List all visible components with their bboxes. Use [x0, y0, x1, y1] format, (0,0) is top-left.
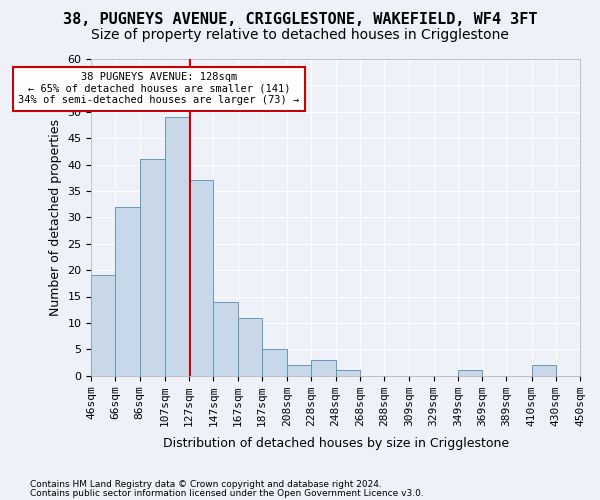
- Bar: [91, 276, 115, 376]
- Text: Contains HM Land Registry data © Crown copyright and database right 2024.: Contains HM Land Registry data © Crown c…: [30, 480, 382, 489]
- Bar: [189, 180, 214, 376]
- Bar: [140, 160, 165, 376]
- Text: Contains public sector information licensed under the Open Government Licence v3: Contains public sector information licen…: [30, 488, 424, 498]
- Bar: [311, 360, 335, 376]
- Bar: [458, 370, 482, 376]
- Bar: [532, 365, 556, 376]
- Text: 38 PUGNEYS AVENUE: 128sqm
← 65% of detached houses are smaller (141)
34% of semi: 38 PUGNEYS AVENUE: 128sqm ← 65% of detac…: [19, 72, 299, 106]
- Bar: [165, 117, 189, 376]
- Bar: [115, 207, 140, 376]
- Text: 38, PUGNEYS AVENUE, CRIGGLESTONE, WAKEFIELD, WF4 3FT: 38, PUGNEYS AVENUE, CRIGGLESTONE, WAKEFI…: [63, 12, 537, 28]
- Bar: [214, 302, 238, 376]
- Text: Size of property relative to detached houses in Crigglestone: Size of property relative to detached ho…: [91, 28, 509, 42]
- Bar: [238, 318, 262, 376]
- X-axis label: Distribution of detached houses by size in Crigglestone: Distribution of detached houses by size …: [163, 437, 509, 450]
- Bar: [287, 365, 311, 376]
- Bar: [335, 370, 360, 376]
- Bar: [262, 350, 287, 376]
- Y-axis label: Number of detached properties: Number of detached properties: [49, 119, 62, 316]
